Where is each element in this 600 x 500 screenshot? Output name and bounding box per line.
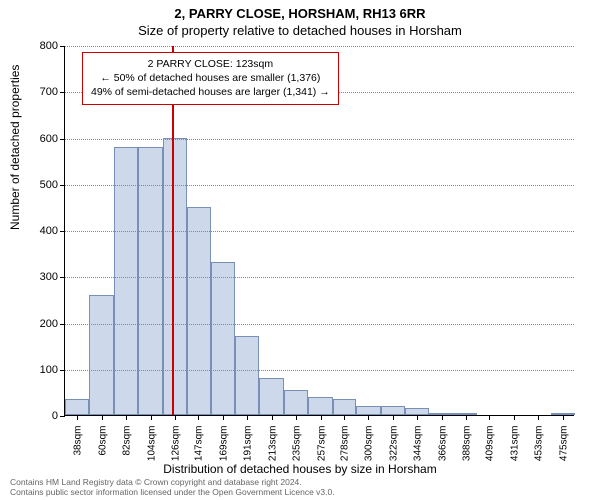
histogram-bar xyxy=(65,399,89,415)
histogram-bar xyxy=(381,406,405,415)
ytick-label: 400 xyxy=(18,225,58,237)
ytick-label: 700 xyxy=(18,86,58,98)
callout-line2: ← 50% of detached houses are smaller (1,… xyxy=(91,71,330,85)
histogram-bar xyxy=(405,408,429,415)
histogram-bar xyxy=(235,336,259,415)
ytick-label: 100 xyxy=(18,364,58,376)
footer-line2: Contains public sector information licen… xyxy=(10,487,590,498)
histogram-bar xyxy=(211,262,235,415)
ytick-label: 800 xyxy=(18,40,58,52)
callout-line3: 49% of semi-detached houses are larger (… xyxy=(91,85,330,99)
ytick-label: 600 xyxy=(18,133,58,145)
histogram-bar xyxy=(138,147,162,415)
ytick-label: 500 xyxy=(18,179,58,191)
ytick-label: 0 xyxy=(18,410,58,422)
footer-line1: Contains HM Land Registry data © Crown c… xyxy=(10,477,590,488)
histogram-bar xyxy=(284,390,308,415)
histogram-bar xyxy=(308,397,332,416)
chart-subtitle: Size of property relative to detached ho… xyxy=(0,21,600,38)
histogram-bar xyxy=(163,138,187,416)
histogram-bar xyxy=(356,406,380,415)
page-title: 2, PARRY CLOSE, HORSHAM, RH13 6RR xyxy=(0,0,600,21)
callout-box: 2 PARRY CLOSE: 123sqm ← 50% of detached … xyxy=(82,52,339,105)
histogram-bar xyxy=(187,207,210,415)
histogram-bar xyxy=(89,295,113,415)
histogram-bar xyxy=(114,147,138,415)
histogram-bar xyxy=(333,399,356,415)
ytick-label: 300 xyxy=(18,271,58,283)
footer-attribution: Contains HM Land Registry data © Crown c… xyxy=(10,477,590,498)
x-axis-label: Distribution of detached houses by size … xyxy=(0,462,600,476)
histogram-bar xyxy=(259,378,283,415)
ytick-label: 200 xyxy=(18,318,58,330)
callout-line1: 2 PARRY CLOSE: 123sqm xyxy=(91,57,330,71)
